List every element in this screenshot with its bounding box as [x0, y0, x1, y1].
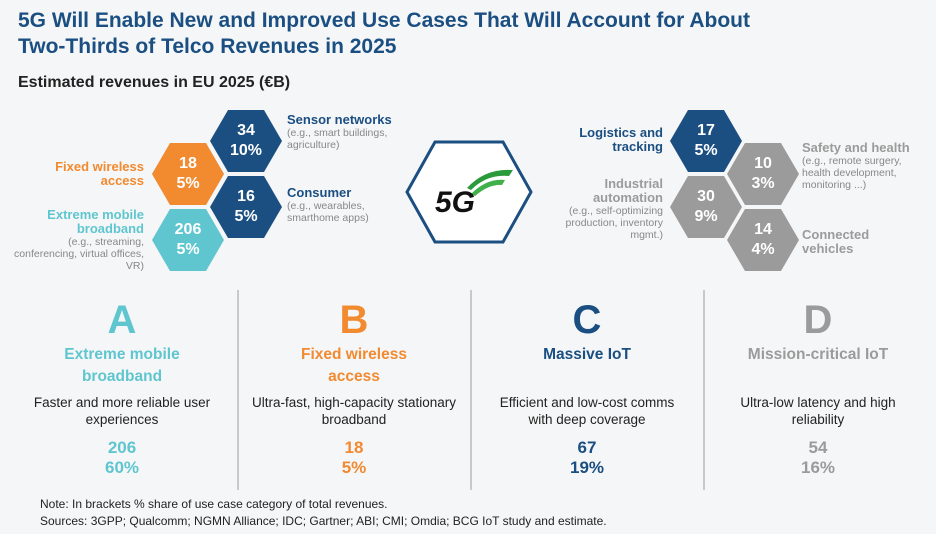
hex-pct: 3%	[751, 175, 775, 192]
hex-sensor-networks: 34 10%	[210, 110, 282, 172]
column-value: 67	[577, 438, 597, 457]
column-pct: 16%	[800, 458, 836, 477]
hex-value: 17	[697, 122, 715, 139]
column-title: Fixed wireless access	[301, 346, 407, 385]
hex-connected-vehicles: 14 4%	[727, 209, 799, 271]
label-name: Fixed wireless access	[55, 159, 144, 188]
sources: Sources: 3GPP; Qualcomm; NGMN Alliance; …	[40, 514, 607, 528]
hex-pct: 5%	[234, 208, 258, 225]
title-line-2: Two-Thirds of Telco Revenues in 2025	[18, 35, 397, 58]
label-connected-vehicles: Connected vehicles	[802, 228, 912, 256]
hex-industrial: 30 9%	[670, 176, 742, 238]
column-value: 54	[808, 438, 828, 457]
hex-pct: 4%	[751, 241, 775, 258]
label-name: Safety and health	[802, 140, 910, 155]
column-desc: Faster and more reliable user experience…	[33, 395, 211, 427]
label-industrial: Industrial automation (e.g., self-optimiz…	[543, 176, 663, 242]
subtitle: Estimated revenues in EU 2025 (€B)	[18, 74, 291, 91]
column-b: B Fixed wireless access Ultra-fast, high…	[238, 296, 470, 478]
hex-value: 10	[754, 155, 772, 172]
label-name: Logistics and tracking	[579, 125, 663, 154]
label-extreme-mobile: Extreme mobile broadband (e.g., streaming…	[14, 207, 144, 273]
column-title: Massive IoT	[543, 346, 631, 363]
hex-value: 34	[237, 122, 255, 139]
column-d: D Mission-critical IoT Ultra-low latency…	[702, 296, 934, 478]
column-pct: 60%	[104, 458, 140, 477]
column-c: C Massive IoT Efficient and low-cost com…	[471, 296, 703, 478]
label-example: (e.g., wearables, smarthome apps)	[287, 200, 369, 224]
note: Note: In brackets % share of use case ca…	[40, 497, 388, 511]
column-letter: C	[572, 298, 602, 342]
hex-fixed-wireless: 18 5%	[152, 143, 224, 205]
label-name: Sensor networks	[287, 112, 392, 127]
hex-pct: 9%	[694, 208, 718, 225]
label-name: Consumer	[287, 185, 352, 200]
column-pct: 5%	[341, 458, 367, 477]
hex-consumer: 16 5%	[210, 176, 282, 238]
hex-value: 206	[174, 221, 202, 238]
column-a: A Extreme mobile broadband Faster and mo…	[6, 296, 238, 478]
label-consumer: Consumer (e.g., wearables, smarthome apps…	[287, 185, 402, 225]
label-example: (e.g., smart buildings, agriculture)	[287, 127, 388, 151]
label-name: Industrial automation	[592, 176, 663, 205]
hex-extreme-mobile: 206 5%	[152, 209, 224, 271]
column-value: 206	[107, 438, 137, 457]
label-name: Connected vehicles	[802, 227, 870, 256]
label-sensor-networks: Sensor networks (e.g., smart buildings, a…	[287, 112, 402, 152]
label-name: Extreme mobile broadband	[47, 207, 144, 236]
column-desc: Ultra-low latency and high reliability	[740, 395, 896, 427]
column-letter: D	[803, 298, 833, 342]
title-line-1: 5G Will Enable New and Improved Use Case…	[18, 9, 751, 32]
hex-value: 18	[179, 155, 197, 172]
label-example: (e.g., self-optimizing production, inven…	[565, 205, 663, 241]
divider	[237, 290, 239, 490]
hex-pct: 10%	[229, 142, 263, 159]
column-title: Extreme mobile broadband	[64, 346, 180, 385]
column-desc: Efficient and low-cost comms with deep c…	[499, 395, 675, 427]
column-desc: Ultra-fast, high-capacity stationary bro…	[251, 395, 457, 427]
column-pct: 19%	[569, 458, 605, 477]
5g-logo-icon: 5G	[405, 140, 533, 244]
label-logistics: Logistics and tracking	[553, 126, 663, 154]
column-title: Mission-critical IoT	[747, 346, 889, 363]
logo-text: 5G	[435, 186, 475, 219]
column-letter: A	[107, 298, 137, 342]
hex-value: 30	[697, 188, 715, 205]
label-fixed-wireless: Fixed wireless access	[30, 160, 144, 188]
page-title: 5G Will Enable New and Improved Use Case…	[18, 8, 750, 60]
column-letter: B	[339, 298, 369, 342]
label-example: (e.g., remote surgery, health developmen…	[802, 155, 902, 191]
column-value: 18	[344, 438, 364, 457]
hex-safety-health: 10 3%	[727, 143, 799, 205]
hex-value: 14	[754, 221, 772, 238]
divider	[703, 290, 705, 490]
hex-pct: 5%	[176, 175, 200, 192]
label-example: (e.g., streaming, conferencing, virtual …	[14, 236, 144, 272]
hex-value: 16	[237, 188, 255, 205]
hex-logistics: 17 5%	[670, 110, 742, 172]
hex-pct: 5%	[694, 142, 718, 159]
label-safety-health: Safety and health (e.g., remote surgery, …	[802, 140, 932, 192]
divider	[470, 290, 472, 490]
hex-pct: 5%	[176, 241, 200, 258]
